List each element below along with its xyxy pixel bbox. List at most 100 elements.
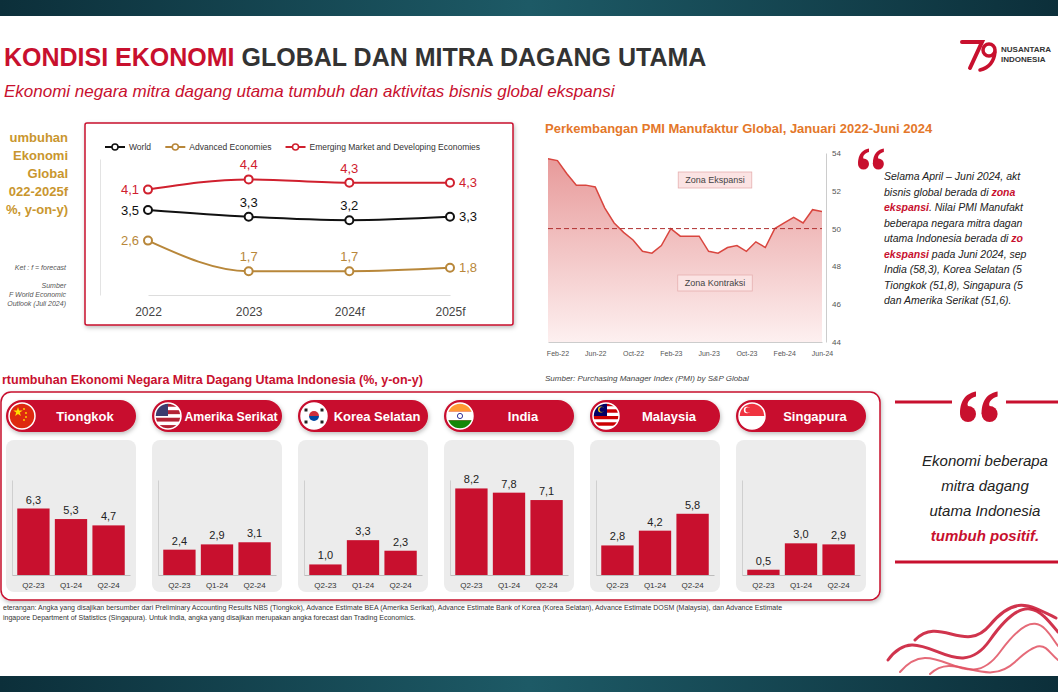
y-axis-line bbox=[826, 154, 827, 343]
data-label: 0,5 bbox=[756, 555, 771, 567]
panel-title: Malaysia bbox=[642, 409, 697, 424]
bar bbox=[493, 493, 525, 575]
y-axis-line bbox=[100, 160, 101, 296]
tick-label: 44 bbox=[832, 338, 841, 347]
line bbox=[548, 159, 822, 254]
quote-mark bbox=[858, 149, 884, 170]
flag-part bbox=[745, 407, 751, 413]
x-axis: Q2-23Q1-24Q2-24 bbox=[451, 575, 569, 590]
line bbox=[148, 210, 450, 220]
y-axis bbox=[596, 481, 597, 576]
tick: 46 bbox=[826, 300, 841, 309]
legend-item: World bbox=[105, 142, 151, 152]
text-line: ekspansi. Nilai PMI Manufakt bbox=[884, 201, 1024, 213]
bar bbox=[92, 525, 124, 575]
data-label: 3,5 bbox=[121, 203, 139, 218]
text-run: zo bbox=[1010, 232, 1023, 244]
card bbox=[152, 440, 282, 592]
x-axis: Q2-23Q1-24Q2-24 bbox=[743, 575, 861, 590]
flag-border bbox=[593, 403, 619, 429]
tick: Feb-24 bbox=[774, 342, 796, 357]
data-label: 6,3 bbox=[26, 494, 41, 506]
bar bbox=[822, 544, 854, 575]
annotation-label: Zona Kontraksi bbox=[685, 278, 746, 288]
data-label: 3,3 bbox=[355, 525, 370, 537]
chart-title: Perkembangan PMI Manufaktur Global, Janu… bbox=[545, 121, 933, 136]
text-run: Tiongkok (51,8), Singapura (5 bbox=[884, 279, 1023, 291]
page: KONDISI EKONOMIGLOBAL DAN MITRA DAGANG U… bbox=[0, 0, 1058, 692]
data-label: 3,2 bbox=[340, 198, 358, 213]
tick-label: Q1-24 bbox=[644, 581, 667, 590]
legend-marker bbox=[172, 144, 178, 150]
text-run: mitra dagang bbox=[941, 477, 1029, 494]
panel-title: India bbox=[508, 409, 539, 424]
swirl bbox=[915, 605, 1056, 640]
tick: 2022 bbox=[135, 295, 162, 319]
tick-label: Q1-24 bbox=[790, 581, 813, 590]
data-label: 1,7 bbox=[240, 249, 258, 264]
data-label: 5,3 bbox=[63, 504, 78, 516]
data-label: 4,2 bbox=[647, 516, 662, 528]
chart-title: umbuhanEkonomiGlobal022-2025f%, y-on-y) bbox=[6, 130, 69, 217]
background bbox=[0, 0, 1058, 692]
text-run: beberapa negara mitra dagan bbox=[884, 217, 1023, 229]
tick-label: 2025f bbox=[435, 305, 466, 319]
text-line: Tiongkok (51,8), Singapura (5 bbox=[884, 279, 1023, 291]
header-pill bbox=[444, 400, 574, 432]
text-run: . Nilai PMI Manufakt bbox=[929, 201, 1024, 213]
y-axis bbox=[304, 481, 305, 576]
bar bbox=[747, 570, 779, 575]
panel-title: Singapura bbox=[783, 409, 847, 424]
card bbox=[590, 440, 720, 592]
flag-border bbox=[447, 403, 473, 429]
tick: Q2-24 bbox=[827, 575, 850, 590]
y-axis bbox=[742, 481, 743, 576]
flag-part bbox=[739, 403, 765, 416]
data-label: 4,1 bbox=[121, 182, 139, 197]
bar bbox=[17, 509, 49, 576]
chart-title-line: 022-2025f bbox=[9, 184, 69, 199]
panel-title: Amerika Serikat bbox=[184, 410, 277, 424]
decoration bbox=[888, 605, 1058, 674]
tick: Feb-22 bbox=[547, 342, 569, 357]
source: Sumber bbox=[41, 282, 66, 289]
area bbox=[548, 159, 822, 342]
tick-label: Oct-22 bbox=[623, 350, 644, 357]
flag bbox=[739, 403, 765, 429]
top-band bbox=[0, 0, 1058, 16]
tick-label: Q2-23 bbox=[168, 581, 191, 590]
y-axis-line bbox=[304, 481, 305, 576]
data-label: 2,3 bbox=[393, 536, 408, 548]
marker bbox=[245, 175, 253, 183]
x-axis-line bbox=[549, 342, 823, 343]
flag bbox=[9, 403, 35, 429]
tick: Oct-22 bbox=[623, 342, 644, 357]
source: Sumber: Purchasing Manager Index (PMI) b… bbox=[545, 374, 749, 383]
marker bbox=[144, 186, 152, 194]
y-axis bbox=[158, 481, 159, 576]
panel bbox=[1, 392, 880, 600]
tick: 52 bbox=[826, 187, 841, 196]
marker bbox=[345, 216, 353, 224]
plot bbox=[163, 542, 270, 575]
divider bbox=[1006, 401, 1058, 404]
text-line: beberapa negara mitra dagan bbox=[884, 217, 1023, 229]
flag-part bbox=[447, 412, 473, 421]
text-line: India (58,3), Korea Selatan (5 bbox=[884, 263, 1022, 275]
tick: Feb-23 bbox=[660, 342, 682, 357]
data-label: 4,7 bbox=[101, 510, 116, 522]
country-panel: TiongkokQ2-23Q1-24Q2-246,35,34,7 bbox=[6, 400, 136, 592]
tick: 50 bbox=[826, 225, 841, 234]
flag-part bbox=[321, 409, 324, 412]
header-pill bbox=[152, 400, 282, 432]
tick: Q2-24 bbox=[243, 575, 266, 590]
divider bbox=[895, 401, 952, 404]
bar bbox=[163, 550, 195, 575]
y-axis bbox=[12, 481, 13, 576]
data-label: 4,3 bbox=[340, 161, 358, 176]
tick-label: Q1-24 bbox=[498, 581, 521, 590]
flag-part bbox=[739, 416, 765, 429]
panel bbox=[85, 123, 513, 325]
annotation-box bbox=[678, 172, 752, 188]
legend-item: Advanced Economies bbox=[165, 142, 271, 152]
